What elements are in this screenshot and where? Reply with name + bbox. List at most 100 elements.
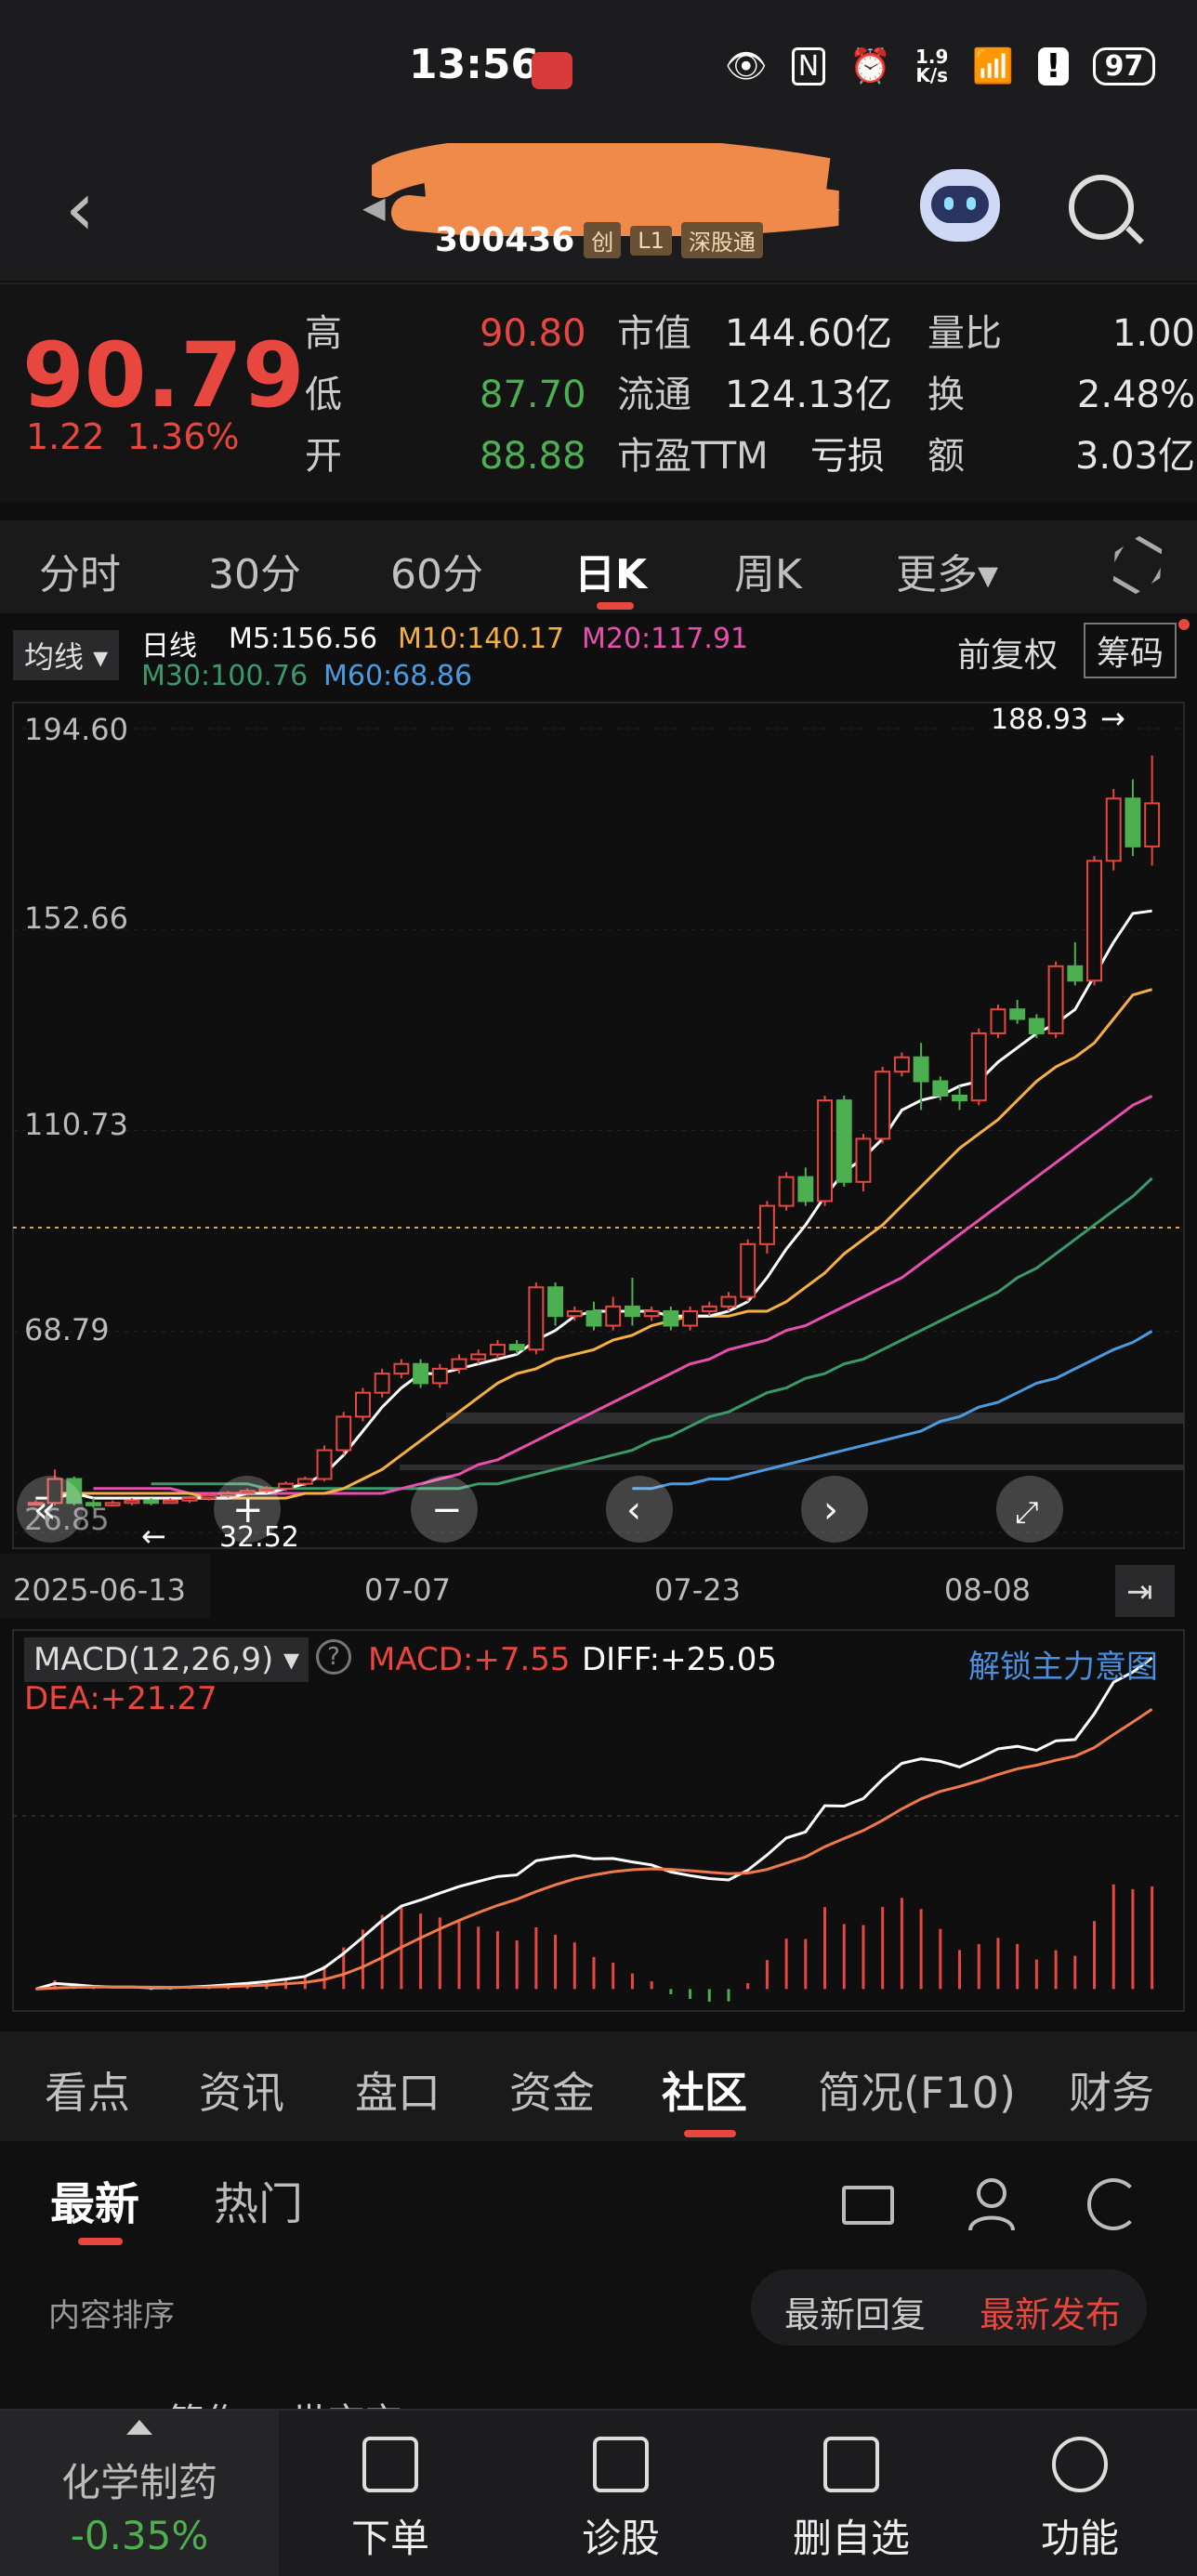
step-back-button[interactable] <box>606 1476 673 1543</box>
tab-latest[interactable]: 最新 <box>50 2178 140 2230</box>
step-forward-button[interactable] <box>801 1476 868 1543</box>
candle <box>296 1478 313 1485</box>
tab-profile-f10[interactable]: 简况(F10) <box>818 2068 1016 2118</box>
tab-intraday[interactable]: 分时 <box>39 551 121 598</box>
functions-button[interactable]: 功能 <box>996 2411 1164 2576</box>
minus-box-icon <box>823 2437 879 2492</box>
ma10-value: M10:140.17 <box>398 623 565 655</box>
chip-distribution-button[interactable]: 筹码 <box>1084 623 1177 678</box>
moving-averages <box>35 909 1153 1500</box>
candle <box>797 1176 814 1203</box>
macd-selector[interactable]: MACD(12,26,9) ▾ <box>24 1637 309 1682</box>
period-label: 日线 <box>141 630 197 663</box>
period-tabs: 分时 30分 60分 日K 周K 更多▾ <box>0 520 1197 613</box>
kline-chart[interactable]: 194.60 152.66 110.73 68.79 26.85 188.93 … <box>0 701 1197 2031</box>
first-date-bg <box>0 1554 210 1619</box>
ma60-value: M60:68.86 <box>323 660 473 692</box>
candle <box>1086 860 1102 982</box>
candle <box>1047 965 1064 1034</box>
quote-col-3-labels: 量比 换 额 <box>927 312 1002 478</box>
user-icon[interactable] <box>967 2176 1017 2232</box>
diagnose-stock-button[interactable]: 诊股 <box>537 2411 704 2576</box>
quote-panel: 90.79 1.22 1.36% 高 低 开 90.80 87.70 88.88… <box>0 283 1197 502</box>
tab-weekly-k[interactable]: 周K <box>734 551 802 598</box>
candle <box>990 1008 1006 1034</box>
jump-to-latest-button[interactable] <box>1115 1565 1175 1617</box>
candle <box>778 1176 795 1207</box>
quote-col-2-labels: 市值 流通 市盈TTM <box>617 312 769 478</box>
search-icon[interactable] <box>1069 175 1134 240</box>
sort-latest-post[interactable]: 最新发布 <box>980 2294 1122 2335</box>
help-icon[interactable]: ? <box>316 1639 351 1675</box>
tab-news[interactable]: 资讯 <box>199 2068 284 2118</box>
tab-capital[interactable]: 资金 <box>509 2068 595 2118</box>
scroll-left-button[interactable] <box>17 1476 84 1543</box>
candle <box>508 1344 525 1351</box>
candle <box>451 1358 467 1370</box>
candle <box>855 1137 872 1183</box>
candle <box>413 1362 429 1385</box>
candle <box>1067 965 1084 982</box>
minus-icon: − <box>431 1489 463 1531</box>
x-tick-3: 07-23 <box>654 1572 741 1608</box>
candle <box>893 1056 910 1073</box>
active-subtab-indicator <box>78 2238 123 2245</box>
candle <box>431 1367 448 1385</box>
sector-indicator[interactable]: 化学制药 -0.35% <box>0 2411 279 2576</box>
candle <box>393 1362 410 1375</box>
ma60-line <box>632 1330 1153 1491</box>
candle <box>143 1499 160 1505</box>
content-tabs: 看点 资讯 盘口 资金 社区 简况(F10) 财务 <box>0 2031 1197 2141</box>
sector-change: -0.35% <box>70 2513 209 2558</box>
macd-histogram <box>53 1884 1154 2002</box>
candle <box>489 1344 506 1356</box>
nfc-icon: N <box>791 46 826 85</box>
tab-more[interactable]: 更多▾ <box>896 551 999 598</box>
quote-col-3-values: 1.00 2.48% 3.03亿 <box>1074 312 1195 478</box>
candle <box>355 1391 371 1418</box>
tab-community[interactable]: 社区 <box>662 2068 747 2118</box>
candle <box>720 1295 737 1308</box>
status-icons: 👁 N ⏰ 1.9 K/s 📶 ! 97 <box>725 46 1156 86</box>
tab-finance[interactable]: 财务 <box>1069 2068 1154 2118</box>
tab-highlights[interactable]: 看点 <box>45 2068 130 2118</box>
macd-value: MACD:+7.55 <box>368 1641 571 1678</box>
refresh-icon[interactable] <box>1087 2178 1139 2230</box>
tab-order-book[interactable]: 盘口 <box>355 2068 441 2118</box>
tab-hot[interactable]: 热门 <box>214 2178 304 2230</box>
x-tick-4: 08-08 <box>944 1572 1031 1608</box>
max-arrow-icon: → <box>1100 701 1125 736</box>
chart-settings-icon[interactable] <box>1102 530 1173 600</box>
dea-value: DEA:+21.27 <box>24 1680 217 1717</box>
adjustment-toggle[interactable]: 前复权 <box>957 637 1059 675</box>
zoom-in-button[interactable] <box>214 1476 281 1543</box>
candle <box>875 1071 891 1140</box>
candle <box>27 1502 44 1506</box>
quote-col-2-values: 144.60亿 124.13亿 亏损 <box>725 312 892 478</box>
place-order-button[interactable]: 下单 <box>307 2411 474 2576</box>
unlock-main-intent-link[interactable]: 解锁主力意图 <box>968 1649 1158 1686</box>
fullscreen-button[interactable] <box>996 1476 1063 1543</box>
tab-30min[interactable]: 30分 <box>208 551 301 598</box>
candle <box>952 1094 967 1102</box>
back-chevron-icon[interactable]: ‹ <box>65 165 95 252</box>
indicator-selector[interactable]: 均线 ▾ <box>13 630 120 680</box>
remove-watchlist-button[interactable]: 删自选 <box>768 2411 935 2576</box>
stock-code: 300436 <box>435 221 575 259</box>
ai-assistant-icon[interactable] <box>920 169 1000 242</box>
candle <box>970 1032 987 1102</box>
dea-line <box>35 1708 1153 1991</box>
candle <box>104 1502 121 1506</box>
mail-icon[interactable] <box>842 2186 894 2225</box>
double-chevron-left-icon: « <box>33 1489 56 1531</box>
level-tag: L1 <box>630 225 672 256</box>
quote-col-1-values: 90.80 87.70 88.88 <box>480 312 586 478</box>
tab-60min[interactable]: 60分 <box>390 551 483 598</box>
sort-label: 内容排序 <box>48 2297 175 2334</box>
candle <box>316 1449 333 1480</box>
tab-daily-k[interactable]: 日K <box>574 551 648 598</box>
zoom-out-button[interactable] <box>411 1476 478 1543</box>
net-speed: 1.9 K/s <box>914 46 949 86</box>
sort-latest-reply[interactable]: 最新回复 <box>784 2294 927 2335</box>
ma10-line <box>55 988 1153 1500</box>
